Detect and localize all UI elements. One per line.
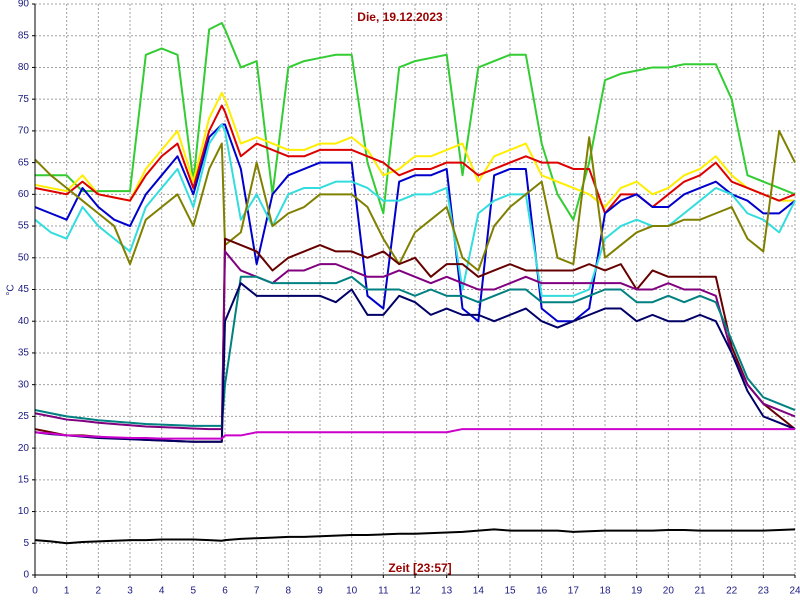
x-tick-label: 14	[473, 586, 485, 597]
series-line	[35, 22, 796, 221]
y-tick-label: 20	[18, 443, 30, 454]
series-line	[34, 528, 796, 545]
lines	[34, 22, 796, 545]
y-tick-label: 30	[18, 379, 30, 390]
y-tick-label: 5	[23, 538, 29, 549]
y-tick-label: 65	[18, 157, 30, 168]
y-tick-label: 90	[18, 0, 30, 10]
x-tick-label: 15	[504, 586, 516, 597]
x-tick-label: 11	[378, 586, 389, 597]
series-line	[34, 428, 795, 440]
x-tick-label: 0	[32, 586, 38, 597]
x-tick-label: 19	[631, 586, 643, 597]
y-axis-label: °C	[6, 284, 17, 295]
x-tick-label: 7	[254, 586, 260, 597]
x-axis-label: Zeit [23:57]	[388, 561, 451, 575]
x-tick-label: 8	[286, 586, 292, 597]
y-tick-label: 55	[18, 221, 30, 232]
x-tick-label: 6	[222, 586, 228, 597]
x-tick-label: 16	[536, 586, 548, 597]
y-tick-label: 45	[18, 284, 30, 295]
chart-title: Die, 19.12.2023	[357, 10, 443, 24]
y-tick-label: 85	[18, 30, 30, 41]
y-tick-label: 75	[18, 94, 30, 105]
x-tick-label: 12	[409, 586, 421, 597]
x-tick-label: 13	[441, 586, 453, 597]
x-tick-label: 4	[159, 586, 165, 597]
y-tick-label: 80	[18, 62, 30, 73]
x-tick-label: 24	[789, 586, 800, 597]
series-line	[34, 275, 796, 427]
x-tick-label: 9	[317, 586, 323, 597]
series-line	[34, 250, 796, 431]
series-line	[34, 104, 796, 215]
y-tick-label: 15	[18, 474, 30, 485]
series-line	[34, 123, 796, 323]
x-tick-label: 17	[568, 586, 580, 597]
x-tick-label: 5	[191, 586, 197, 597]
x-tick-label: 22	[726, 586, 738, 597]
x-tick-label: 1	[64, 586, 70, 597]
y-tick-label: 40	[18, 316, 30, 327]
x-tick-label: 3	[127, 586, 133, 597]
y-tick-label: 70	[18, 126, 30, 137]
x-tick-label: 2	[96, 586, 102, 597]
y-tick-label: 35	[18, 348, 30, 359]
x-tick-label: 18	[599, 586, 611, 597]
series-line	[34, 91, 795, 209]
y-tick-label: 0	[23, 570, 29, 581]
x-tick-label: 10	[346, 586, 358, 597]
y-tick-label: 60	[18, 189, 30, 200]
x-tick-label: 23	[758, 586, 770, 597]
x-tick-label: 21	[694, 586, 706, 597]
series-line	[34, 129, 796, 272]
y-tick-label: 50	[18, 252, 30, 263]
series-line	[34, 282, 796, 443]
y-tick-label: 25	[18, 411, 30, 422]
y-tick-label: 10	[18, 506, 30, 517]
x-tick-label: 20	[663, 586, 675, 597]
